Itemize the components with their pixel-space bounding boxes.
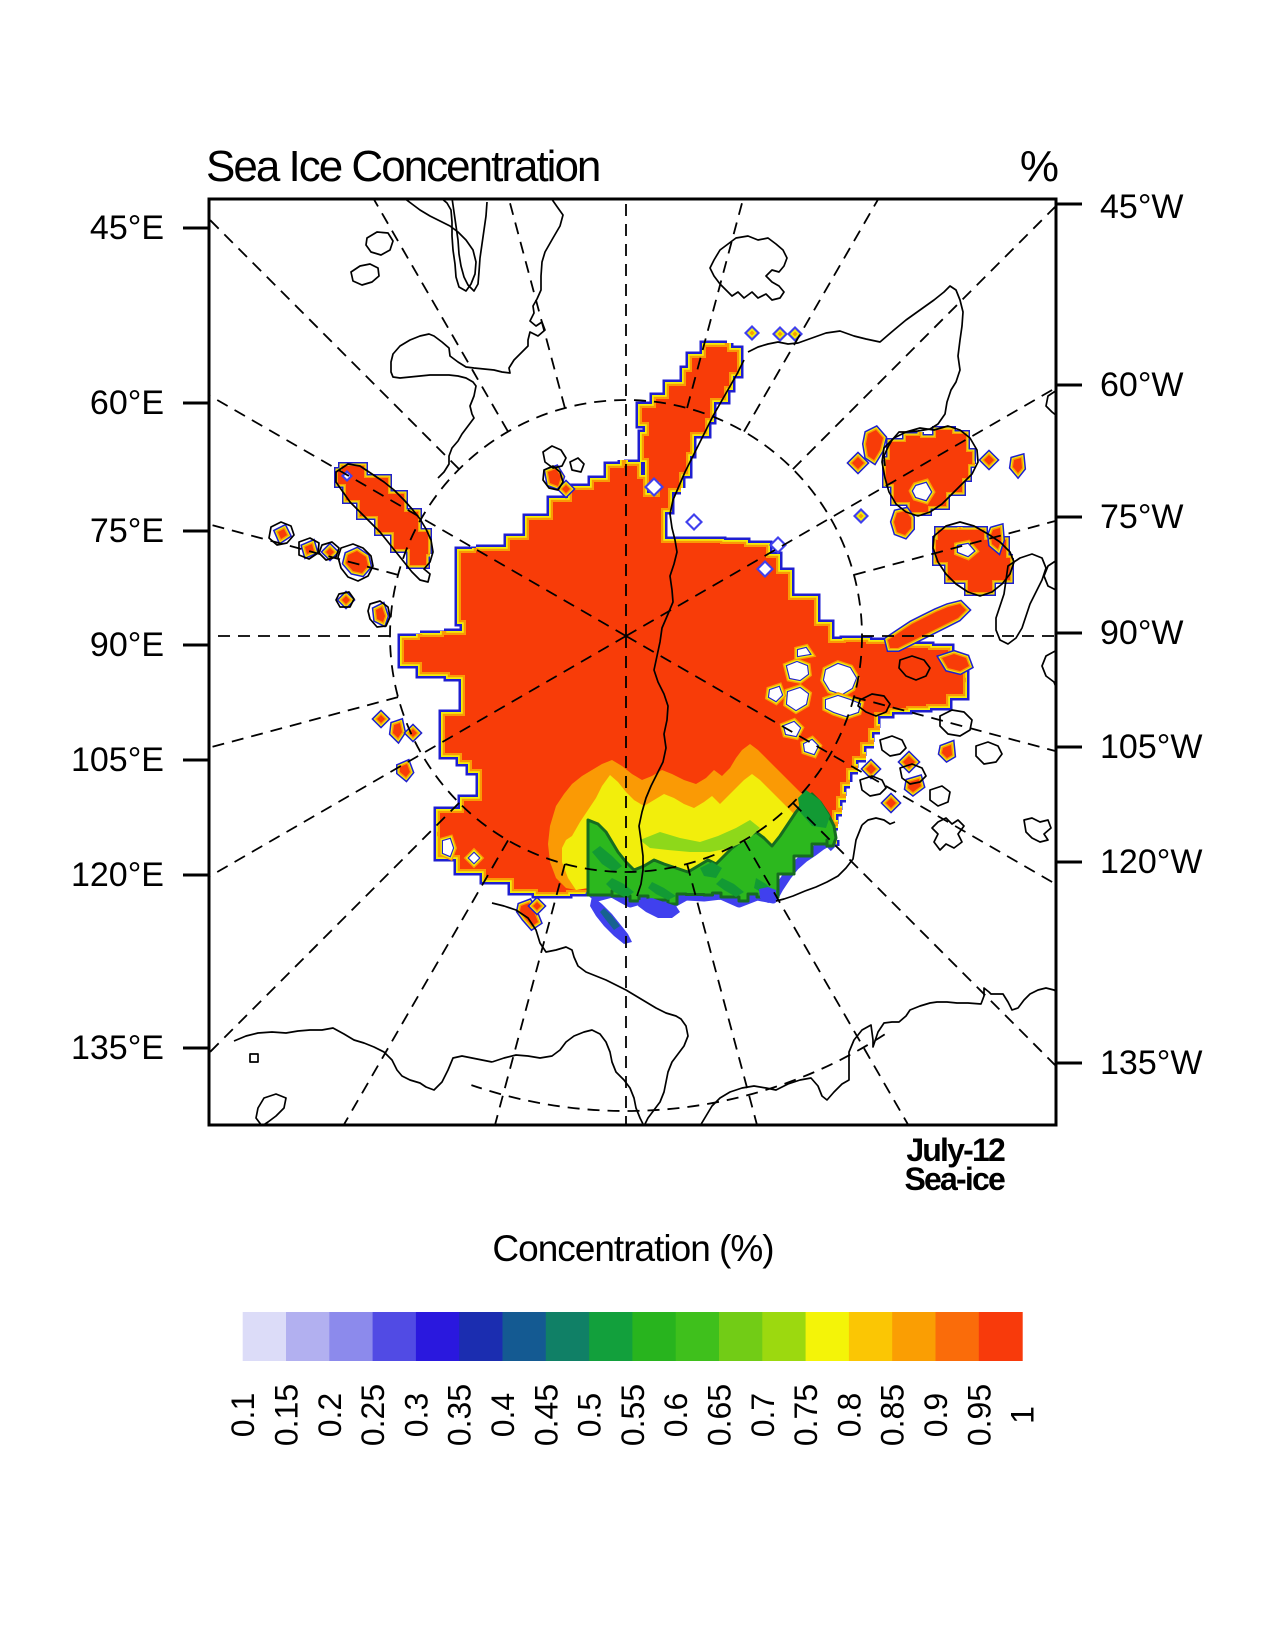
svg-text:Concentration (%): Concentration (%)	[492, 1228, 773, 1269]
svg-text:0.25: 0.25	[355, 1384, 391, 1446]
svg-text:0.8: 0.8	[831, 1393, 867, 1437]
svg-text:75°E: 75°E	[90, 512, 164, 550]
svg-text:Sea Ice Concentration: Sea Ice Concentration	[206, 142, 599, 191]
svg-text:75°W: 75°W	[1100, 498, 1184, 536]
svg-text:135°E: 135°E	[71, 1029, 164, 1067]
svg-text:90°W: 90°W	[1100, 614, 1184, 652]
svg-text:0.65: 0.65	[702, 1384, 738, 1446]
svg-text:0.5: 0.5	[572, 1393, 608, 1437]
svg-text:0.15: 0.15	[269, 1384, 305, 1446]
svg-text:105°W: 105°W	[1100, 728, 1202, 766]
svg-text:45°W: 45°W	[1100, 188, 1184, 226]
svg-text:%: %	[1020, 142, 1059, 191]
svg-text:0.7: 0.7	[745, 1393, 781, 1437]
svg-text:90°E: 90°E	[90, 626, 164, 664]
svg-text:0.45: 0.45	[528, 1384, 564, 1446]
svg-text:0.3: 0.3	[398, 1393, 434, 1437]
svg-text:0.6: 0.6	[658, 1393, 694, 1437]
svg-text:0.9: 0.9	[918, 1393, 954, 1437]
svg-text:0.75: 0.75	[788, 1384, 824, 1446]
svg-text:0.2: 0.2	[312, 1393, 348, 1437]
svg-text:0.4: 0.4	[485, 1393, 521, 1437]
svg-text:Sea-ice: Sea-ice	[905, 1161, 1005, 1197]
svg-text:1: 1	[1005, 1406, 1041, 1424]
svg-text:0.55: 0.55	[615, 1384, 651, 1446]
svg-text:105°E: 105°E	[71, 741, 164, 779]
svg-text:0.95: 0.95	[961, 1384, 997, 1446]
svg-text:45°E: 45°E	[90, 209, 164, 247]
svg-text:135°W: 135°W	[1100, 1044, 1202, 1082]
svg-text:120°W: 120°W	[1100, 843, 1202, 881]
svg-text:60°E: 60°E	[90, 384, 164, 422]
svg-text:0.1: 0.1	[225, 1393, 261, 1437]
svg-text:July-12: July-12	[906, 1132, 1005, 1168]
svg-text:60°W: 60°W	[1100, 366, 1184, 404]
svg-text:0.85: 0.85	[875, 1384, 911, 1446]
svg-text:0.35: 0.35	[442, 1384, 478, 1446]
svg-text:120°E: 120°E	[71, 856, 164, 894]
